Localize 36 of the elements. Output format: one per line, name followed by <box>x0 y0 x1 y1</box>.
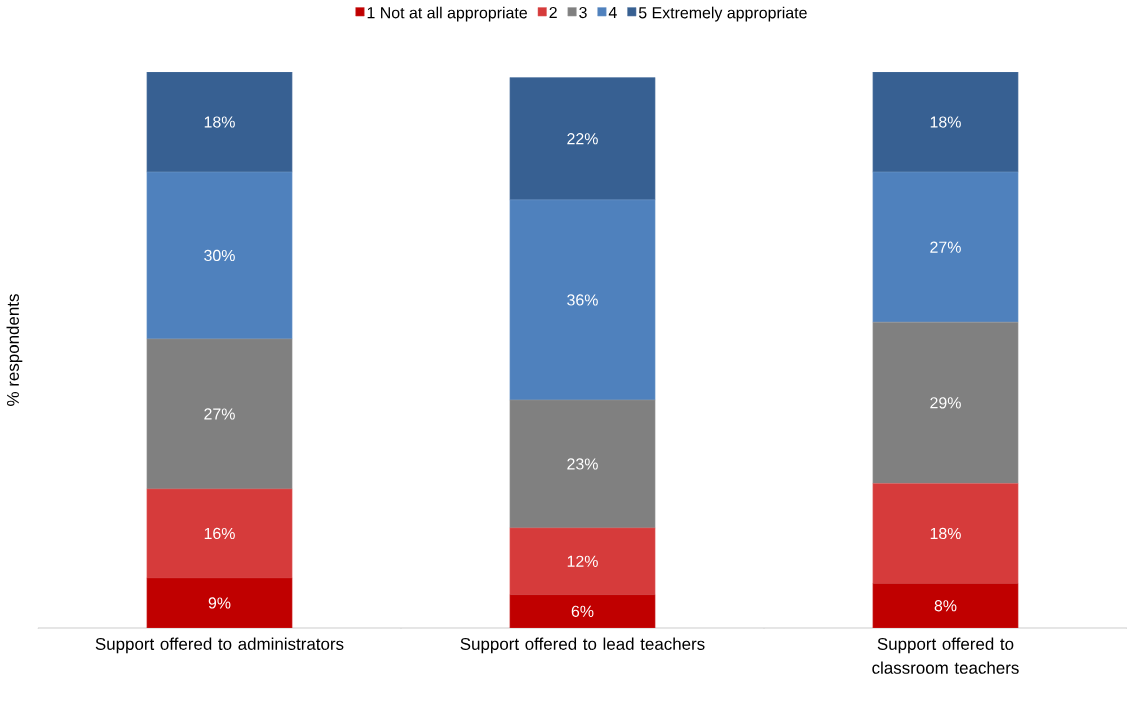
data-label: 8% <box>934 600 957 612</box>
bar <box>509 199 656 401</box>
x-tick-label: Support offered to classroom teachers <box>872 637 1019 674</box>
x-tick-label: Support offered to lead teachers <box>460 637 705 654</box>
bar <box>146 577 293 628</box>
data-label: 16% <box>204 527 235 540</box>
data-label: 27% <box>204 408 235 420</box>
bar <box>509 399 656 529</box>
bar <box>872 583 1019 628</box>
legend-label: 1 Not at all appropriate <box>367 6 527 22</box>
bar <box>872 321 1019 484</box>
legend-label: 4 <box>608 6 617 18</box>
bar <box>146 72 293 173</box>
data-label: 29% <box>930 397 961 409</box>
bar <box>509 77 656 201</box>
bar <box>872 171 1019 323</box>
data-label: 18% <box>930 527 961 540</box>
legend-label: 2 <box>549 6 557 19</box>
data-label: 18% <box>930 116 961 128</box>
data-label: 6% <box>571 605 594 617</box>
data-label: 12% <box>567 555 598 567</box>
y-axis-title: % respondents <box>6 294 23 406</box>
data-label: 36% <box>567 294 598 306</box>
data-label: 9% <box>208 597 231 609</box>
legend-label: 3 <box>579 6 587 19</box>
data-label: 27% <box>930 241 961 253</box>
bar <box>146 338 293 490</box>
data-label: 22% <box>567 133 598 145</box>
legend-label: 5 Extremely appropriate <box>638 6 807 22</box>
data-label: 30% <box>204 249 235 262</box>
data-label: 23% <box>567 458 598 470</box>
data-label: 18% <box>204 116 235 128</box>
bar <box>872 72 1019 173</box>
x-tick-label: Support offered to administrators <box>95 637 344 654</box>
bar <box>509 594 656 628</box>
bar <box>146 171 293 340</box>
